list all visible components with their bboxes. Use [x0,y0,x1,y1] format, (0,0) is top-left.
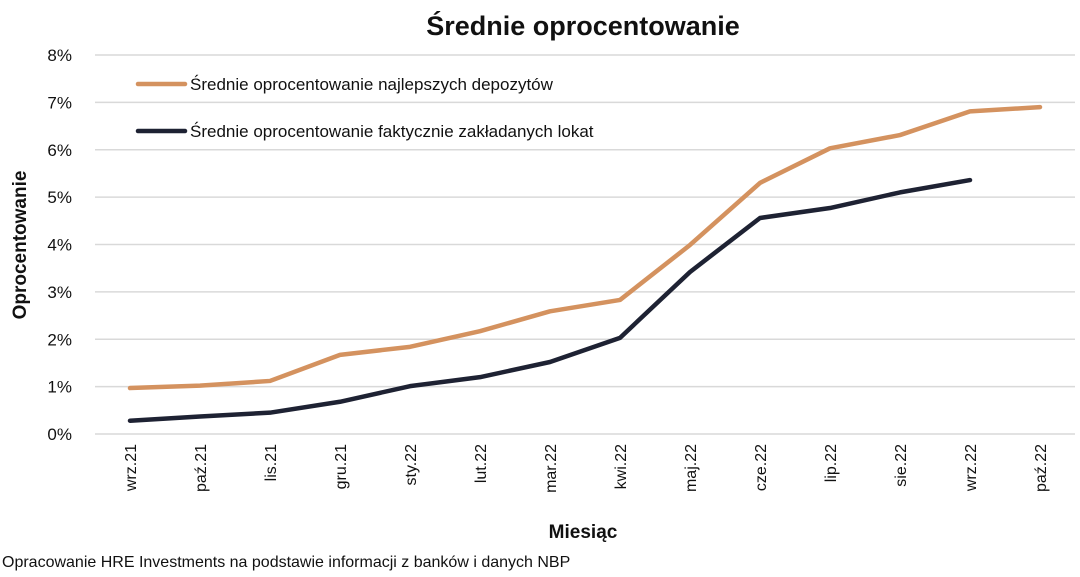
chart-title: Średnie oprocentowanie [426,10,740,41]
x-tick-label: gru.21 [333,444,350,489]
y-tick-label: 1% [47,378,72,397]
series-line-2 [127,177,973,423]
source-footer: Opracowanie HRE Investments na podstawie… [2,554,570,571]
x-tick-label: mar.22 [543,444,560,493]
y-tick-label: 4% [47,236,72,255]
y-tick-label: 6% [47,141,72,160]
x-axis-label: Miesiąc [549,522,618,543]
y-tick-label: 0% [47,425,72,444]
x-tick-label: lis.21 [263,444,280,481]
y-axis-label: Oprocentowanie [10,171,31,320]
x-tick-label: cze.22 [753,444,770,491]
legend-label-1: Średnie oprocentowanie najlepszych depoz… [190,75,554,94]
y-tick-label: 2% [47,330,72,349]
x-tick-label: maj.22 [683,444,700,492]
y-tick-label: 7% [47,93,72,112]
x-tick-label: lut.22 [473,444,490,483]
y-tick-label: 5% [47,188,72,207]
x-tick-label: paź.22 [1033,444,1050,492]
legend-label-2: Średnie oprocentowanie faktycznie zakład… [190,122,594,141]
y-tick-label: 3% [47,283,72,302]
x-tick-label: wrz.22 [963,444,980,492]
x-tick-label: paź.21 [193,444,210,492]
x-tick-label: sty.22 [403,444,420,486]
x-tick-label: lip.22 [823,444,840,482]
x-tick-label: kwi.22 [613,444,630,489]
x-tick-label: wrz.21 [123,444,140,492]
series-line-1 [127,104,1043,391]
y-tick-label: 8% [47,46,72,65]
x-tick-label: sie.22 [893,444,910,487]
